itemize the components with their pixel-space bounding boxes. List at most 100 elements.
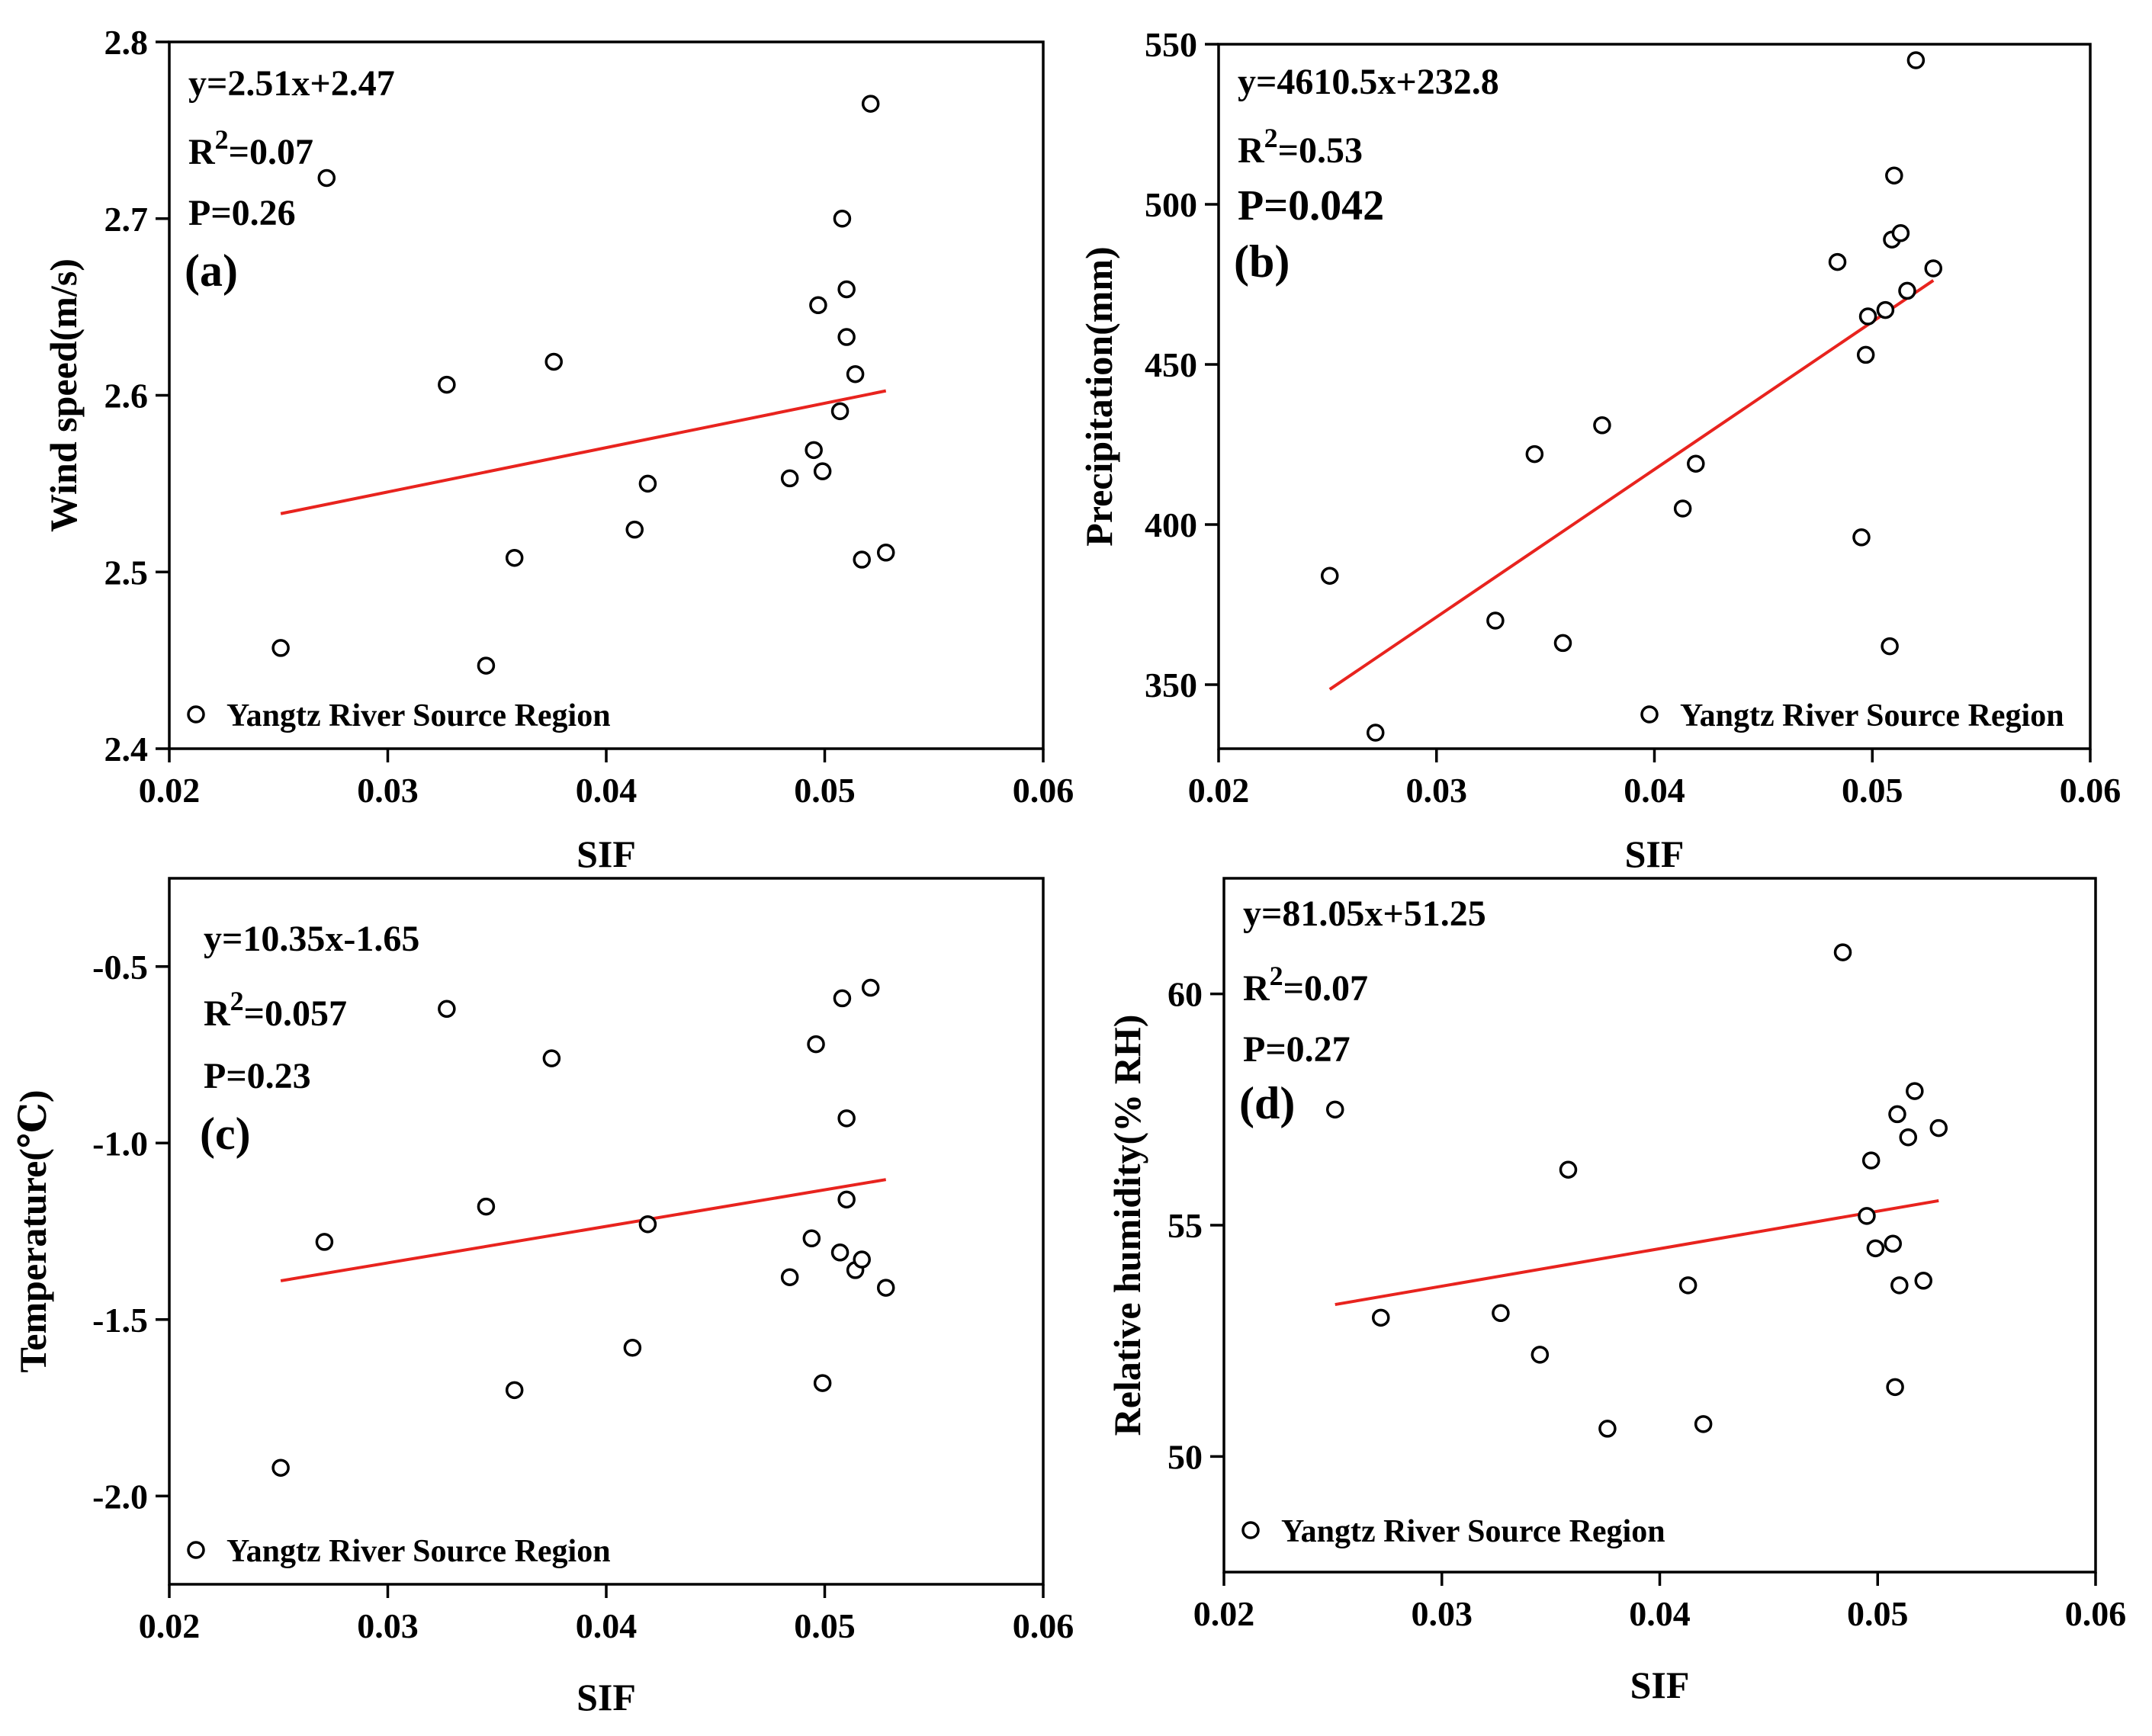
legend-marker (1241, 1521, 1260, 1539)
r-squared-value: =0.53 (1278, 130, 1363, 171)
data-point (1687, 454, 1705, 473)
y-tick-label: 450 (1145, 345, 1197, 384)
y-axis-label: Precipitation(mm) (1078, 246, 1120, 546)
data-point (1833, 943, 1852, 961)
r-squared-value: =0.07 (229, 132, 313, 172)
panel-a: 0.02 0.03 0.04 0.05 0.06 2.4 2.5 2.6 2.7 2.8 SIF Wi… (42, 23, 1074, 875)
data-point (1320, 566, 1339, 585)
data-point (1898, 281, 1916, 300)
panel-c: 0.02 0.03 0.04 0.05 0.06 -0.5 -1.0 -1.5 -2.0 SIF T… (11, 877, 1074, 1718)
data-point (853, 1250, 871, 1269)
data-point (1678, 1276, 1698, 1295)
panel-label: (c) (200, 1109, 251, 1159)
x-tick-label: 0.04 (1624, 771, 1685, 810)
data-point (638, 474, 657, 493)
data-point (876, 544, 895, 562)
r-squared-value: =0.057 (244, 993, 347, 1034)
data-point (833, 989, 852, 1008)
y-axis-label: Relative humidity(% RH) (1106, 1015, 1148, 1436)
data-point (625, 520, 644, 539)
legend-label: Yangtz River Source Region (226, 698, 611, 733)
x-tick-label: 0.06 (1013, 1606, 1074, 1645)
regression-equation: y=10.35x-1.65 (204, 919, 419, 959)
data-point (1486, 611, 1505, 630)
data-point (1525, 444, 1544, 464)
data-point (438, 375, 456, 394)
y-tick-label: 2.6 (104, 377, 149, 416)
x-tick-label: 0.03 (357, 1606, 419, 1645)
data-point (809, 296, 827, 315)
data-point (1852, 528, 1871, 547)
legend-label: Yangtz River Source Region (1680, 698, 2064, 733)
data-point (1906, 1082, 1924, 1100)
x-tick-label: 0.03 (357, 771, 419, 810)
x-tick-label: 0.03 (1406, 771, 1468, 810)
data-point (780, 1268, 799, 1286)
y-tick-label: -0.5 (92, 948, 148, 987)
fit-line (1328, 279, 1935, 691)
data-point (1929, 1118, 1948, 1138)
y-tick-label: 500 (1145, 185, 1197, 224)
x-axis-label: SIF (577, 833, 636, 875)
data-point (1492, 1304, 1510, 1323)
data-point (1924, 259, 1943, 278)
panel-b: 0.02 0.03 0.04 0.05 0.06 350 400 450 500 550 SIF Pr… (1078, 25, 2121, 875)
data-point (623, 1339, 642, 1357)
x-axis-label: SIF (1630, 1664, 1690, 1706)
legend-marker (187, 705, 205, 724)
y-tick-label: -1.0 (92, 1124, 148, 1163)
data-point (438, 1000, 456, 1019)
panel-label: (d) (1239, 1078, 1295, 1128)
data-point (1876, 300, 1895, 319)
data-point (477, 656, 496, 675)
data-point (830, 1243, 850, 1262)
data-point (1856, 345, 1875, 364)
data-point (1899, 1128, 1918, 1147)
data-point (1890, 1276, 1909, 1295)
data-point (1553, 634, 1572, 653)
x-tick-label: 0.04 (576, 771, 638, 810)
data-point (1884, 1234, 1903, 1253)
fit-line (280, 1178, 887, 1282)
data-point (1828, 252, 1847, 271)
data-point (505, 1381, 524, 1400)
fit-line (280, 389, 887, 515)
data-point (813, 462, 832, 480)
data-point (805, 441, 823, 460)
r-squared-symbol: R (188, 132, 216, 172)
data-point (837, 1190, 856, 1209)
y-tick-label: 2.8 (104, 23, 149, 62)
data-point (1673, 499, 1692, 518)
legend-marker (187, 1541, 205, 1559)
p-value-label: P=0.27 (1243, 1029, 1351, 1070)
data-point (830, 402, 850, 421)
data-point (853, 550, 871, 569)
data-point (1325, 1100, 1344, 1119)
data-point (477, 1197, 496, 1216)
y-axis-label: Temperature(℃) (11, 1090, 54, 1373)
r-squared-label: R2=0.53 (1238, 123, 1363, 171)
data-point (1858, 307, 1877, 326)
r-squared-superscript: 2 (230, 986, 244, 1016)
data-point (846, 364, 865, 383)
data-point (505, 548, 524, 567)
data-point (802, 1229, 821, 1248)
y-tick-label: 60 (1168, 975, 1203, 1014)
r-squared-value: =0.07 (1283, 968, 1368, 1009)
r-squared-label: R2=0.07 (1243, 961, 1368, 1009)
y-tick-label: 2.5 (104, 553, 149, 592)
x-tick-label: 0.05 (794, 1606, 856, 1645)
data-point (1906, 51, 1926, 69)
x-tick-label: 0.02 (139, 771, 201, 810)
r-squared-label: R2=0.07 (188, 124, 313, 172)
data-point (542, 1049, 561, 1067)
x-tick-label: 0.06 (1013, 771, 1074, 810)
data-point (1914, 1272, 1933, 1290)
data-point (876, 1279, 895, 1297)
y-tick-label: 2.7 (104, 200, 149, 239)
data-point (1371, 1308, 1390, 1327)
data-point (271, 639, 290, 657)
p-value-label: P=0.042 (1238, 182, 1384, 229)
p-value-label: P=0.26 (188, 193, 296, 233)
regression-equation: y=81.05x+51.25 (1243, 894, 1486, 934)
